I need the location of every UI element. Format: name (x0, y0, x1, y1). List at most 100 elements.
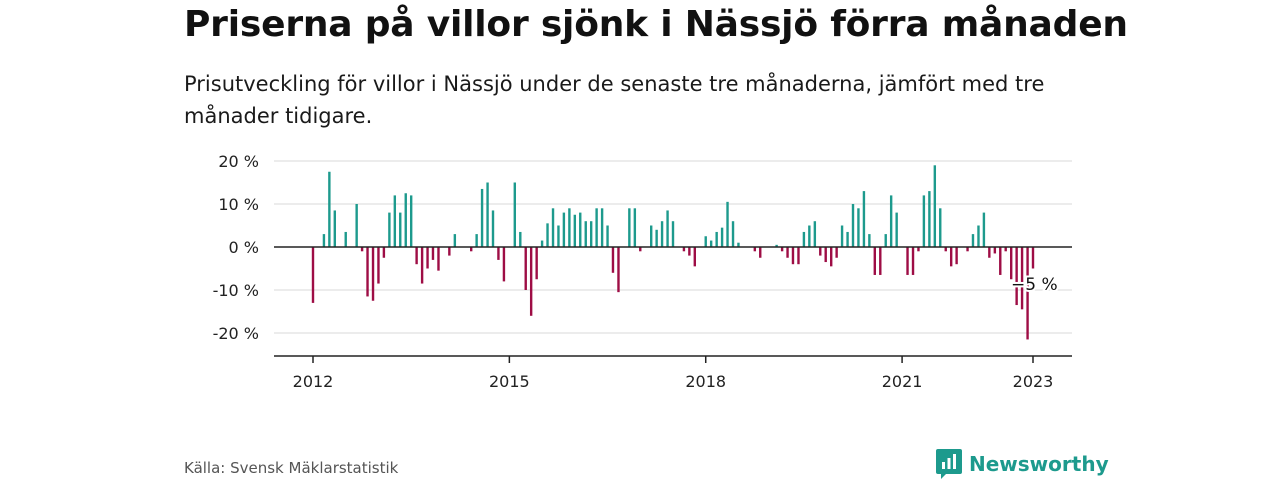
bar (928, 191, 931, 247)
bar (579, 212, 582, 247)
bar (704, 236, 707, 247)
bar (617, 247, 620, 293)
bar (655, 229, 658, 247)
bar (889, 195, 893, 247)
chart-title: Priserna på villor sjönk i Nässjö förra … (184, 4, 1128, 45)
bar (431, 247, 435, 260)
bar (333, 210, 336, 247)
bar (851, 204, 855, 247)
annotations: −5 % (1009, 273, 1060, 297)
bar (819, 247, 822, 256)
bar (311, 247, 315, 303)
bar (1020, 247, 1024, 310)
bar (731, 221, 735, 247)
bar (535, 247, 538, 280)
bar (399, 212, 402, 247)
bar (780, 247, 784, 252)
bar (470, 247, 473, 252)
newsworthy-chart-icon (936, 449, 962, 479)
bar (573, 214, 577, 247)
bar (971, 234, 975, 247)
bar (393, 195, 397, 247)
bar (600, 208, 604, 247)
bar (693, 247, 696, 267)
bar (551, 208, 555, 247)
bar (966, 247, 969, 252)
grid-lines (274, 160, 1072, 334)
bar (344, 231, 347, 247)
bar (524, 247, 527, 290)
bar (322, 234, 326, 247)
bar (709, 240, 713, 247)
x-tick-label: 2015 (489, 372, 530, 391)
bar (388, 212, 391, 247)
bar (1015, 247, 1018, 306)
bar (977, 225, 980, 247)
bar (879, 247, 882, 275)
bar (589, 221, 593, 247)
bar (830, 247, 833, 267)
y-tick-label: -10 % (213, 281, 259, 300)
bar (682, 247, 686, 252)
bar (671, 221, 675, 247)
bar (540, 240, 544, 247)
bar (491, 210, 495, 247)
y-tick-label: 20 % (218, 152, 259, 171)
bar (568, 208, 571, 247)
bar (360, 247, 364, 252)
bar (486, 182, 489, 247)
bar (497, 247, 500, 260)
bar (982, 212, 986, 247)
y-tick-label: -20 % (213, 324, 259, 343)
bar (420, 247, 424, 284)
bar (355, 204, 358, 247)
bar (1004, 247, 1007, 252)
bar (606, 225, 609, 247)
bar (813, 221, 817, 247)
bar (475, 234, 478, 247)
bar (660, 221, 664, 247)
newsworthy-logo[interactable]: Newsworthy (936, 449, 1109, 479)
bar (480, 188, 484, 247)
bar (584, 221, 587, 247)
bar (546, 223, 549, 247)
bar (415, 247, 418, 265)
bar (846, 231, 849, 247)
bar (366, 247, 369, 297)
bar (939, 208, 942, 247)
bar (808, 225, 811, 247)
bar (650, 225, 653, 247)
bar (911, 247, 915, 275)
bar (802, 231, 806, 247)
bar (633, 208, 637, 247)
bar (557, 225, 560, 247)
y-tick-label: 0 % (229, 238, 259, 257)
bar (437, 247, 440, 271)
bar (906, 247, 909, 275)
bar (884, 234, 887, 247)
bar (519, 231, 522, 247)
bar (371, 247, 375, 301)
bar (988, 247, 991, 258)
bar (328, 171, 331, 247)
bar (949, 247, 953, 267)
bar (1010, 247, 1013, 280)
bar (1026, 247, 1029, 340)
axes (274, 246, 1072, 357)
bar (753, 247, 757, 252)
bar (917, 247, 920, 252)
bar (639, 247, 642, 252)
bar (502, 247, 506, 282)
bar (448, 247, 451, 256)
x-tick-label: 2018 (685, 372, 726, 391)
bar (688, 247, 691, 256)
x-tick-label: 2012 (293, 372, 334, 391)
bar (791, 247, 795, 265)
chart-subtitle: Prisutveckling för villor i Nässjö under… (184, 72, 1045, 128)
bar (835, 247, 838, 258)
bar (944, 247, 947, 252)
bar (933, 165, 937, 247)
x-tick-label: 2023 (1013, 372, 1054, 391)
y-axis-tick-labels: 20 % 10 % 0 % -10 % -20 % (213, 152, 259, 343)
bar (786, 247, 789, 258)
